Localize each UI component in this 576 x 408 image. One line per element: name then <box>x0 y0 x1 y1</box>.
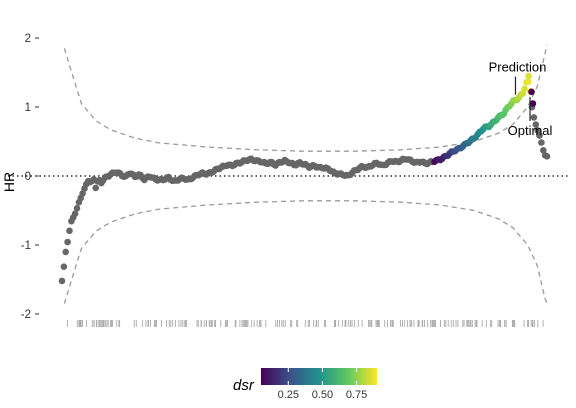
y-tick-label: 0 <box>25 171 31 183</box>
ci-upper-line <box>63 44 548 152</box>
hr-point <box>521 85 528 93</box>
hr-point <box>528 88 535 96</box>
hr-point <box>540 147 547 154</box>
hr-points <box>58 72 551 285</box>
hr-point <box>543 153 551 160</box>
hr-point <box>66 227 73 235</box>
optimal-label: Optimal <box>508 123 553 138</box>
rug-marks <box>67 320 544 327</box>
legend-ticks: 0.25 0.50 0.75 <box>278 368 367 401</box>
confidence-band <box>63 44 548 304</box>
hr-point <box>58 277 66 285</box>
hr-point <box>60 263 68 271</box>
legend-label: 0.25 <box>278 389 299 401</box>
y-tick-label: -1 <box>21 240 31 252</box>
hr-point <box>92 184 99 192</box>
legend-label: 0.50 <box>312 389 333 401</box>
hr-point <box>536 132 543 139</box>
legend-label: 0.75 <box>346 389 367 401</box>
prediction-label: Prediction <box>489 60 547 75</box>
y-axis-title: HR <box>1 172 17 192</box>
y-tick-label: -2 <box>21 309 31 321</box>
hr-point <box>538 139 545 146</box>
legend-colorbar <box>261 368 377 385</box>
y-tick-label: 2 <box>25 33 31 45</box>
y-tick-label: 1 <box>25 102 31 114</box>
hr-point <box>525 72 532 80</box>
hr-point <box>71 210 79 217</box>
ci-lower-line <box>63 200 548 304</box>
dsr-legend: dsr 0.25 0.50 0.75 <box>233 368 377 401</box>
y-axis: -2 -1 0 1 2 <box>21 33 39 321</box>
legend-title: dsr <box>233 377 255 394</box>
hr-point <box>64 238 71 246</box>
hr-point <box>529 100 537 107</box>
hr-point <box>525 78 532 85</box>
hr-point <box>62 248 69 256</box>
annotations: Prediction Optimal <box>489 60 553 138</box>
hr-point <box>530 114 538 121</box>
hr-point <box>532 121 540 128</box>
hr-point <box>73 205 81 212</box>
hr-point <box>534 127 541 134</box>
